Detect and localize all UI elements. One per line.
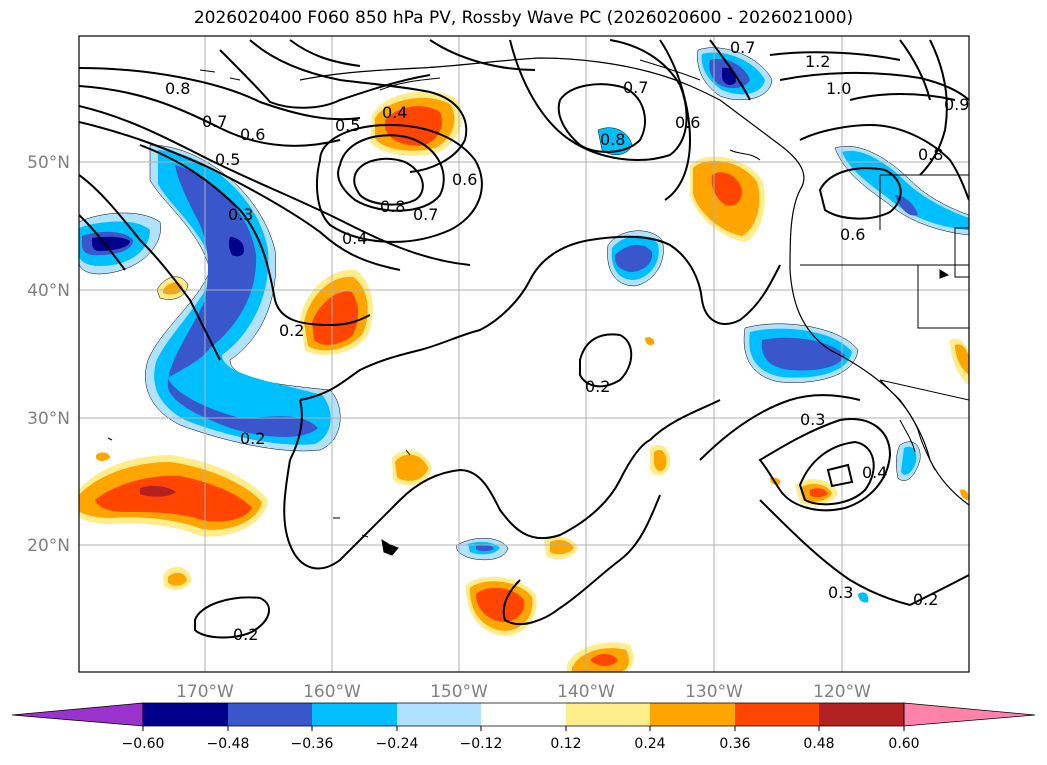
contour-lines — [79, 39, 969, 639]
coastlines — [107, 57, 969, 556]
contour-label: 0.3 — [800, 410, 825, 429]
map-frame — [78, 35, 970, 673]
contour-label: 0.9 — [944, 95, 969, 114]
contour-label: 0.4 — [382, 103, 407, 122]
contour-label: 0.7 — [413, 205, 438, 224]
contour-label: 1.0 — [826, 79, 851, 98]
contour-label: 0.4 — [342, 229, 367, 248]
contour-label: 1.2 — [805, 52, 830, 71]
negative-anomaly-region-small — [456, 441, 921, 603]
contour-label: 0.7 — [730, 38, 755, 57]
positive-anomaly-region-central — [300, 269, 373, 355]
colorbar-tick-label: 0.48 — [803, 736, 834, 752]
lat-label: 40°N — [27, 281, 70, 301]
colorbar-swatch — [819, 703, 904, 726]
contour-label: 0.6 — [240, 125, 265, 144]
colorbar-swatch — [650, 703, 735, 726]
lon-label: 170°W — [176, 682, 234, 702]
contour-label: 0.7 — [623, 78, 648, 97]
contour-label: 0.2 — [585, 377, 610, 396]
lon-label: 150°W — [430, 682, 488, 702]
contour-label: 0.6 — [840, 225, 865, 244]
colorbar-swatch — [11, 702, 144, 727]
contour-label: 0.6 — [675, 113, 700, 132]
colorbar-tick-label: 0.12 — [550, 736, 581, 752]
negative-anomaly-region-coast — [743, 323, 859, 383]
contour-label: 0.2 — [279, 321, 304, 340]
colorbar-tick-label: 0.36 — [719, 736, 750, 752]
positive-anomaly-region-north-pacific — [370, 91, 463, 156]
colorbar-tick-label: 0.24 — [634, 736, 665, 752]
contour-label: 0.3 — [228, 205, 253, 224]
map-title: 2026020400 F060 850 hPa PV, Rossby Wave … — [193, 8, 854, 28]
colorbar-tick-label: −0.36 — [291, 736, 334, 752]
shading-layer — [79, 47, 969, 672]
negative-anomaly-region-central — [607, 230, 664, 287]
positive-anomaly-region-southwest — [79, 455, 268, 537]
contour-label-group: 0.8 0.7 0.6 0.5 0.3 0.4 0.2 0.2 0.5 0.4 … — [165, 38, 969, 644]
contour-label: 0.2 — [233, 625, 258, 644]
contour-label: 0.5 — [335, 116, 360, 135]
colorbar-tick-label: −0.48 — [207, 736, 250, 752]
lon-label: 120°W — [813, 682, 871, 702]
contour-label: 0.8 — [600, 130, 625, 149]
contour-label: 0.6 — [452, 170, 477, 189]
contour-label: 0.8 — [165, 79, 190, 98]
colorbar: −0.60 −0.48 −0.36 −0.24 −0.12 0.12 0.24 … — [11, 702, 1036, 752]
positive-anomaly-region-south — [465, 576, 634, 672]
colorbar-swatch — [735, 703, 819, 726]
colorbar-tick-label: −0.24 — [376, 736, 419, 752]
colorbar-swatch — [143, 703, 228, 726]
lat-label: 50°N — [27, 153, 70, 173]
contour-label: 0.5 — [215, 150, 240, 169]
colorbar-tick-label: −0.12 — [460, 736, 503, 752]
lat-label: 20°N — [27, 536, 70, 556]
colorbar-tick-label: 0.60 — [888, 736, 919, 752]
colorbar-swatch — [397, 703, 481, 726]
colorbar-swatch — [228, 703, 312, 726]
lon-label: 130°W — [685, 682, 743, 702]
lat-label: 30°N — [27, 409, 70, 429]
colorbar-swatch — [312, 703, 397, 726]
contour-label: 0.8 — [918, 145, 943, 164]
contour-label: 0.2 — [240, 429, 265, 448]
colorbar-swatch — [481, 703, 566, 726]
lon-label: 140°W — [557, 682, 615, 702]
colorbar-swatch — [903, 702, 1036, 727]
lon-label: 160°W — [303, 682, 361, 702]
positive-anomaly-region-east — [690, 156, 765, 242]
negative-anomaly-region-west — [79, 212, 161, 275]
lon-labels: 170°W 160°W 150°W 140°W 130°W 120°W — [176, 682, 871, 702]
contour-label: 0.7 — [202, 112, 227, 131]
contour-label: 0.4 — [862, 463, 887, 482]
contour-label: 0.8 — [380, 197, 405, 216]
colorbar-tick-label: −0.60 — [122, 736, 165, 752]
contour-label: 0.3 — [828, 583, 853, 602]
contour-label: 0.2 — [913, 590, 938, 609]
colorbar-swatch — [566, 703, 650, 726]
lat-labels: 50°N 40°N 30°N 20°N — [27, 153, 70, 556]
